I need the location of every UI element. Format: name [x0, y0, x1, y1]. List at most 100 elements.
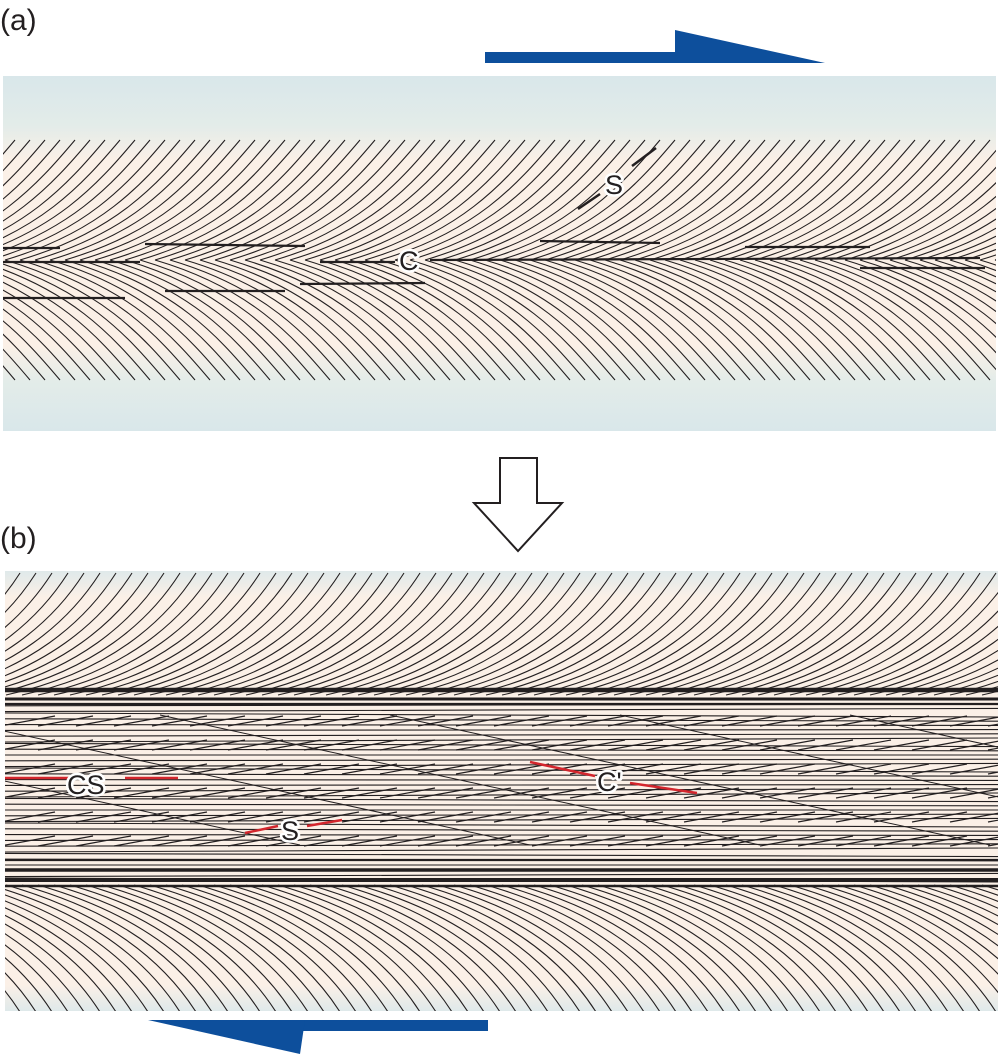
- s-foliation-line: [859, 259, 996, 339]
- s-foliation-segment: [417, 739, 474, 751]
- s-foliation-segment: [5, 715, 56, 726]
- panel-b-c-prime-label: C': [597, 767, 622, 797]
- s-foliation-segment: [607, 715, 664, 727]
- s-foliation-line: [454, 139, 631, 261]
- s-foliation-line: [549, 884, 740, 1011]
- s-foliation-segment: [721, 787, 778, 799]
- s-foliation-line: [424, 139, 601, 261]
- s-foliation-segment: [949, 836, 998, 847]
- s-foliation-line: [379, 259, 556, 381]
- c-prime-shear-band: [5, 780, 301, 846]
- s-foliation-line: [581, 572, 773, 696]
- panel-b-s-label: S: [281, 816, 299, 846]
- s-foliation-line: [949, 680, 998, 696]
- s-foliation-segment: [683, 787, 740, 799]
- s-foliation-line: [229, 884, 420, 1011]
- s-foliation-line: [589, 259, 766, 381]
- s-foliation-segment: [873, 835, 930, 847]
- s-foliation-line: [421, 572, 613, 696]
- s-foliation-line: [501, 572, 693, 696]
- s-foliation-line: [154, 139, 331, 261]
- s-foliation-line: [274, 139, 451, 261]
- s-foliation-line: [619, 259, 796, 381]
- s-foliation-segment: [797, 739, 854, 751]
- s-foliation-line: [709, 884, 900, 1011]
- s-foliation-segment: [37, 715, 94, 727]
- s-foliation-line: [181, 884, 372, 1011]
- s-foliation-line: [769, 259, 946, 381]
- s-foliation-segment: [417, 835, 474, 847]
- s-foliation-line: [3, 139, 61, 200]
- c-foliation-line: [5, 762, 998, 768]
- s-foliation-line: [169, 139, 346, 261]
- s-foliation-line: [677, 884, 868, 1011]
- s-foliation-segment: [645, 715, 702, 727]
- s-foliation-segment: [227, 763, 284, 775]
- s-foliation-line: [724, 259, 901, 381]
- s-foliation-line: [293, 884, 484, 1011]
- s-foliation-line: [101, 884, 292, 1011]
- s-foliation-segment: [759, 763, 816, 775]
- s-foliation-line: [304, 139, 481, 261]
- s-foliation-line: [3, 274, 136, 381]
- s-foliation-segment: [113, 835, 170, 847]
- s-foliation-line: [874, 259, 996, 325]
- s-foliation-segment: [37, 763, 94, 775]
- s-foliation-line: [629, 884, 820, 1011]
- s-foliation-line: [739, 259, 916, 381]
- s-foliation-line: [357, 884, 548, 1011]
- s-foliation-segment: [151, 715, 208, 727]
- s-foliation-segment: [949, 812, 998, 823]
- s-foliation-segment: [683, 835, 740, 847]
- s-foliation-line: [5, 884, 196, 1011]
- s-foliation-line: [437, 572, 629, 696]
- s-foliation-segment: [265, 739, 322, 751]
- s-foliation-line: [724, 139, 901, 261]
- s-foliation-line: [349, 139, 526, 261]
- s-foliation-line: [4, 259, 181, 381]
- s-foliation-segment: [379, 787, 436, 799]
- s-foliation-line: [949, 884, 998, 903]
- s-foliation-segment: [455, 739, 512, 751]
- s-foliation-line: [259, 259, 436, 381]
- s-foliation-segment: [493, 763, 550, 775]
- s-foliation-segment: [797, 787, 854, 799]
- s-foliation-segment: [455, 835, 512, 847]
- s-foliation-segment: [5, 835, 56, 846]
- s-foliation-line: [5, 907, 132, 1011]
- s-foliation-line: [5, 572, 165, 688]
- s-foliation-line: [837, 610, 998, 696]
- s-foliation-segment: [683, 811, 740, 823]
- s-foliation-line: [739, 139, 916, 261]
- s-foliation-line: [49, 139, 226, 261]
- s-foliation-line: [901, 659, 998, 696]
- c-foliation-line: [5, 792, 998, 798]
- s-foliation-segment: [189, 763, 246, 775]
- s-foliation-segment: [341, 811, 398, 823]
- s-foliation-segment: [797, 715, 854, 727]
- s-foliation-segment: [569, 787, 626, 799]
- s-foliation-line: [424, 259, 601, 381]
- s-foliation-line: [934, 259, 996, 285]
- s-foliation-line: [453, 884, 644, 1011]
- s-foliation-line: [69, 572, 261, 696]
- s-foliation-line: [3, 139, 76, 212]
- s-foliation-segment: [151, 835, 208, 847]
- s-foliation-line: [634, 259, 811, 381]
- s-foliation-segment: [645, 835, 702, 847]
- s-foliation-segment: [303, 835, 360, 847]
- s-foliation-line: [814, 259, 991, 381]
- s-foliation-line: [917, 884, 998, 917]
- c-foliation-line: [5, 712, 998, 718]
- s-foliation-segment: [455, 787, 512, 799]
- s-foliation-segment: [911, 811, 968, 823]
- s-foliation-line: [293, 572, 485, 696]
- s-foliation-segment: [493, 715, 550, 727]
- s-foliation-line: [694, 259, 871, 381]
- s-foliation-line: [94, 139, 271, 261]
- s-foliation-line: [453, 572, 645, 696]
- s-foliation-segment: [75, 715, 132, 727]
- s-foliation-line: [5, 572, 133, 677]
- c-prime-shear-band: [849, 714, 998, 748]
- s-foliation-segment: [797, 835, 854, 847]
